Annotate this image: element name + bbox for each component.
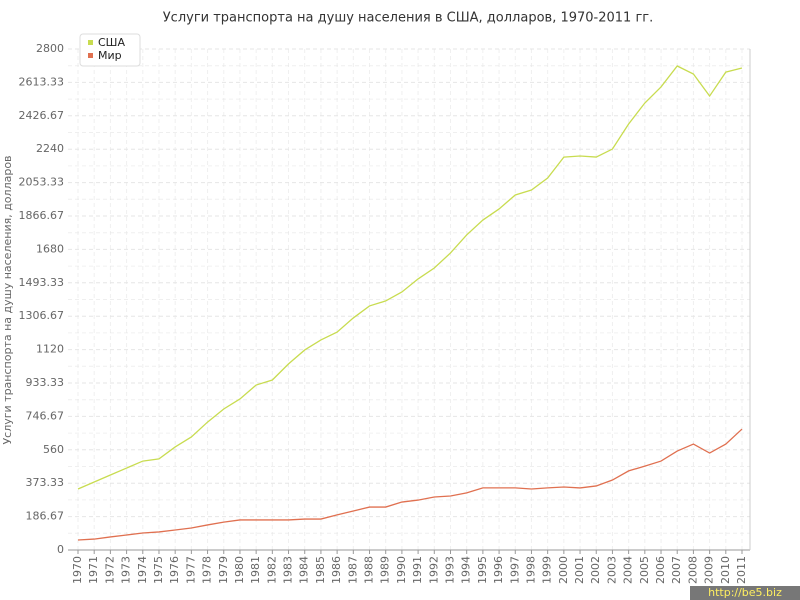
x-tick-label: 1974 (136, 556, 149, 584)
legend-swatch (88, 53, 93, 58)
watermark-bg (690, 586, 800, 600)
y-tick-label: 373.33 (26, 476, 65, 489)
x-tick-label: 2002 (589, 556, 602, 584)
legend-label: Мир (98, 49, 122, 62)
x-tick-label: 1983 (282, 556, 295, 584)
x-tick-label: 2008 (686, 556, 699, 584)
y-tick-label: 186.67 (26, 510, 65, 523)
x-tick-label: 1992 (427, 556, 440, 584)
x-tick-label: 1984 (298, 556, 311, 584)
x-tick-label: 1990 (395, 556, 408, 584)
x-tick-label: 1986 (330, 556, 343, 584)
x-tick-label: 1981 (249, 556, 262, 584)
x-tick-label: 2005 (638, 556, 651, 584)
x-tick-label: 1991 (411, 556, 424, 584)
y-axis-label: Услуги транспорта на душу населения, дол… (1, 155, 14, 444)
y-tick-label: 2800 (36, 42, 64, 55)
x-tick-label: 1976 (168, 556, 181, 584)
x-tick-label: 2006 (654, 556, 667, 584)
watermark: http://be5.biz (708, 586, 782, 599)
x-tick-label: 1971 (87, 556, 100, 584)
x-tick-label: 1973 (120, 556, 133, 584)
legend-swatch (88, 40, 93, 45)
x-tick-label: 1994 (460, 556, 473, 584)
x-tick-label: 2004 (622, 556, 635, 584)
x-tick-label: 1977 (184, 556, 197, 584)
x-tick-label: 1979 (217, 556, 230, 584)
y-tick-label: 0 (57, 543, 64, 556)
y-tick-label: 1120 (36, 343, 64, 356)
legend-label: США (98, 36, 125, 49)
x-tick-label: 1972 (103, 556, 116, 584)
legend-box (79, 33, 141, 67)
x-tick-label: 2001 (573, 556, 586, 584)
y-tick-label: 2240 (36, 142, 64, 155)
x-tick-label: 1985 (314, 556, 327, 584)
x-tick-label: 1995 (476, 556, 489, 584)
x-tick-label: 1999 (541, 556, 554, 584)
y-tick-label: 933.33 (26, 376, 65, 389)
x-tick-label: 1997 (508, 556, 521, 584)
x-tick-label: 1987 (346, 556, 359, 584)
y-tick-label: 1680 (36, 242, 64, 255)
x-tick-label: 2000 (557, 556, 570, 584)
x-tick-label: 2011 (735, 556, 748, 584)
x-tick-label: 1970 (71, 556, 84, 584)
x-tick-label: 1982 (265, 556, 278, 584)
series-line (77, 65, 743, 490)
x-tick-label: 2010 (719, 556, 732, 584)
y-tick-label: 2053.33 (19, 176, 65, 189)
y-tick-label: 1866.67 (19, 209, 65, 222)
series-line (77, 428, 743, 541)
x-tick-label: 1998 (524, 556, 537, 584)
y-tick-label: 1493.33 (19, 276, 65, 289)
y-tick-label: 746.67 (26, 409, 65, 422)
x-tick-label: 1989 (379, 556, 392, 584)
x-tick-label: 1978 (201, 556, 214, 584)
chart-title: Услуги транспорта на душу населения в СШ… (163, 11, 654, 26)
x-tick-label: 2009 (703, 556, 716, 584)
x-tick-label: 1975 (152, 556, 165, 584)
y-tick-label: 2613.33 (19, 75, 65, 88)
plot-area (68, 49, 750, 550)
x-tick-label: 1988 (363, 556, 376, 584)
x-tick-label: 1980 (233, 556, 246, 584)
y-tick-label: 1306.67 (19, 309, 65, 322)
x-tick-label: 1996 (492, 556, 505, 584)
y-tick-label: 2426.67 (19, 109, 65, 122)
x-tick-label: 2003 (605, 556, 618, 584)
x-tick-label: 2007 (670, 556, 683, 584)
x-tick-label: 1993 (443, 556, 456, 584)
y-tick-label: 560 (43, 443, 64, 456)
